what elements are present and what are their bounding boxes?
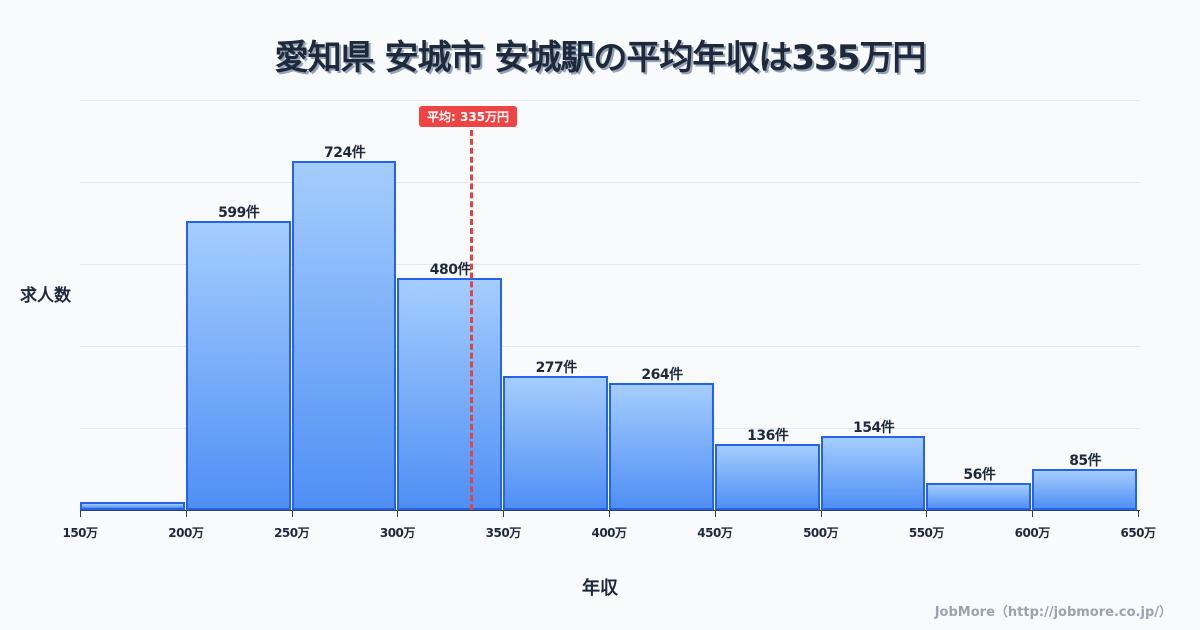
gridline <box>80 182 1140 183</box>
bar-value-label: 154件 <box>852 419 895 436</box>
histogram-bar <box>185 221 291 510</box>
x-tick-mark <box>397 510 399 517</box>
bar-value-label: 599件 <box>218 205 260 222</box>
mean-badge: 平均: 335万円 <box>419 106 518 127</box>
x-tick-label: 400万 <box>591 526 627 540</box>
x-tick-label: 250万 <box>274 526 310 540</box>
chart-title: 愛知県 安城市 安城駅の平均年収は335万円 <box>274 38 927 78</box>
x-tick-label: 650万 <box>1120 526 1156 540</box>
x-tick-label: 500万 <box>803 526 839 540</box>
histogram-bar <box>609 382 714 510</box>
x-tick-label: 150万 <box>62 526 98 540</box>
x-tick-mark <box>609 510 610 517</box>
gridline <box>80 346 1140 347</box>
bar-value-label: 56件 <box>963 466 996 483</box>
x-tick-label: 450万 <box>697 526 733 540</box>
bar-value-label: 277件 <box>535 360 578 377</box>
x-tick-mark <box>1032 510 1034 517</box>
bar-value-label: 85件 <box>1069 453 1102 469</box>
histogram-bar <box>820 435 926 510</box>
gridline <box>80 264 1140 265</box>
histogram-bar <box>1032 469 1137 510</box>
x-tick-mark <box>503 510 505 517</box>
bar-value-label: 136件 <box>747 428 789 445</box>
x-tick-mark <box>80 510 81 517</box>
histogram-bar <box>291 160 397 510</box>
histogram-bar <box>80 501 185 510</box>
histogram-bar <box>397 278 503 510</box>
y-axis-label: 求人数 <box>20 286 71 306</box>
x-tick-mark <box>291 510 293 517</box>
x-tick-mark <box>714 510 716 517</box>
x-tick-label: 300万 <box>379 526 416 540</box>
x-axis-label: 年収 <box>582 578 618 599</box>
x-tick-label: 600万 <box>1014 526 1051 540</box>
plot-area: 599件 724件 480件 277件 264件 136件 154件 56件 85件 <box>80 100 1140 510</box>
bar-value-label: 264件 <box>641 366 683 383</box>
x-tick-mark <box>926 510 928 517</box>
x-tick-mark <box>820 510 822 517</box>
histogram-bar <box>714 444 820 510</box>
x-tick-mark <box>1138 510 1139 517</box>
x-tick-label: 350万 <box>485 526 522 540</box>
histogram-bar <box>926 483 1032 510</box>
x-tick-mark <box>185 510 187 517</box>
x-tick-label: 550万 <box>908 526 945 540</box>
gridline <box>80 100 1140 101</box>
credit-text: JobMore（http://jobmore.co.jp/） <box>934 605 1172 620</box>
x-tick-label: 200万 <box>168 526 204 540</box>
histogram-bar <box>503 376 608 510</box>
bar-value-label: 724件 <box>323 144 366 161</box>
bar-value-label: 480件 <box>429 262 472 279</box>
mean-line <box>470 130 473 510</box>
x-axis-line <box>80 510 1140 511</box>
